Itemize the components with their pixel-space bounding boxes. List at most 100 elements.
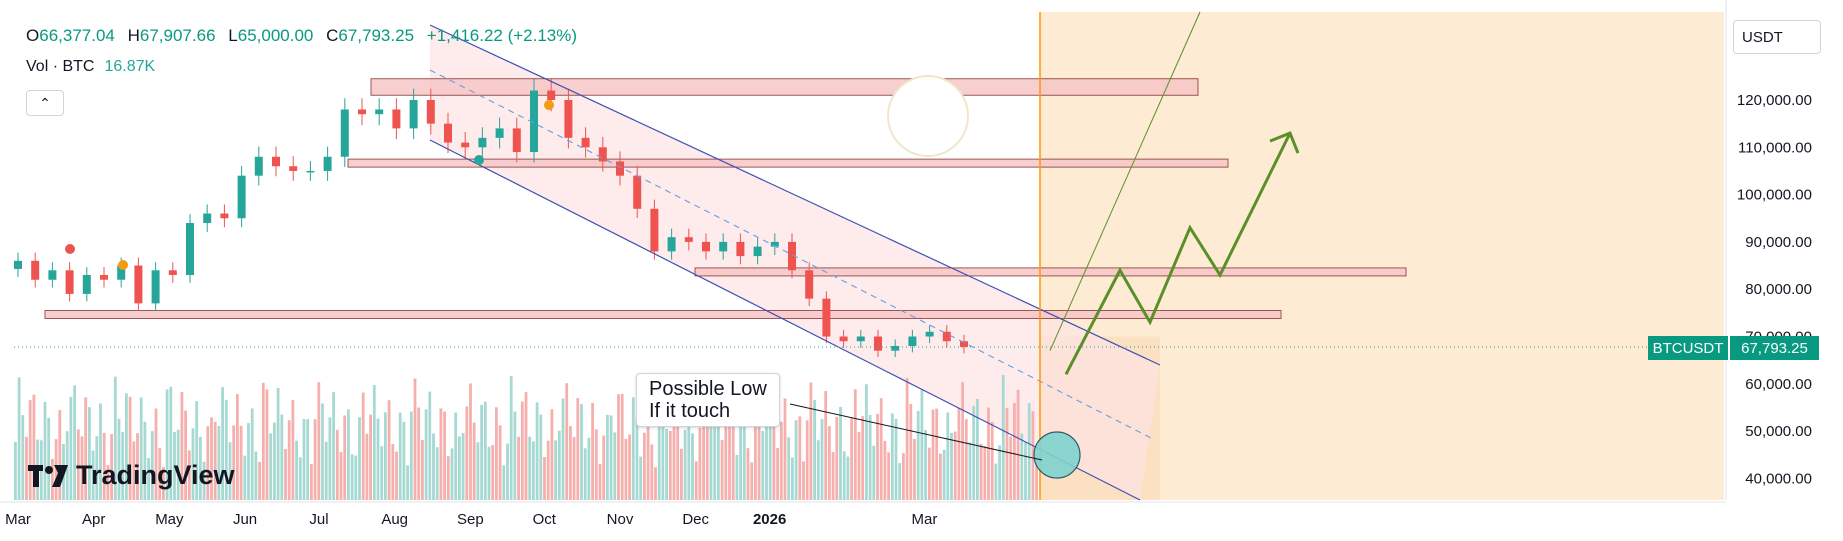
collapse-legend-button[interactable]: ⌃ — [26, 90, 64, 116]
candle[interactable] — [426, 100, 435, 124]
candle[interactable] — [358, 109, 366, 115]
candle[interactable] — [753, 246, 762, 257]
candle[interactable] — [203, 213, 212, 223]
candle[interactable] — [891, 345, 900, 351]
projection-trendline[interactable] — [1049, 11, 1201, 351]
projection-path[interactable] — [1064, 132, 1292, 376]
candle[interactable] — [908, 336, 917, 346]
volume-bar — [195, 401, 199, 500]
candle[interactable] — [942, 331, 951, 342]
candle[interactable] — [272, 156, 280, 167]
candle[interactable] — [220, 213, 229, 219]
candle[interactable] — [444, 123, 452, 143]
candle[interactable] — [48, 270, 57, 280]
volume-bar — [617, 394, 620, 500]
tradingview-logo[interactable]: TradingView — [28, 460, 235, 491]
volume-bar — [380, 446, 384, 500]
candle[interactable] — [186, 222, 194, 276]
candle[interactable] — [134, 265, 143, 304]
candle[interactable] — [31, 260, 40, 280]
resistance-zone-2[interactable] — [347, 158, 1229, 168]
volume-bar — [761, 431, 765, 500]
volume-bar — [805, 420, 809, 500]
volume-bar — [890, 413, 894, 500]
channel-upper-line[interactable] — [429, 24, 1161, 366]
candle[interactable] — [82, 275, 91, 294]
volume-bar — [417, 407, 421, 500]
candle[interactable] — [409, 100, 418, 129]
candle[interactable] — [237, 175, 246, 219]
candle[interactable] — [65, 270, 74, 294]
candle[interactable] — [254, 156, 263, 176]
candle[interactable] — [547, 90, 556, 100]
candle[interactable] — [925, 331, 934, 337]
volume-bar — [680, 448, 683, 500]
candle[interactable] — [117, 265, 126, 280]
candle[interactable] — [856, 336, 865, 342]
candle[interactable] — [581, 137, 590, 148]
volume-bar — [635, 418, 639, 500]
candle[interactable] — [616, 161, 624, 176]
candle[interactable] — [289, 166, 298, 171]
price-tick-label: 50,000.00 — [1745, 423, 1812, 440]
resistance-zone-3[interactable] — [694, 267, 1407, 277]
candle[interactable] — [461, 142, 470, 148]
volume-bar — [313, 419, 317, 500]
candle[interactable] — [650, 208, 659, 252]
candle[interactable] — [375, 109, 384, 115]
candle[interactable] — [736, 241, 745, 257]
volume-bar — [691, 433, 694, 500]
volume-bar — [287, 420, 291, 500]
candle[interactable] — [805, 270, 814, 299]
channel-lower-line[interactable] — [429, 139, 1141, 501]
resistance-zone-4[interactable] — [44, 309, 1282, 319]
channel-mid-line[interactable] — [429, 69, 1156, 441]
candle[interactable] — [151, 270, 160, 304]
volume-bar — [839, 406, 842, 500]
currency-selector[interactable]: USDT — [1733, 20, 1821, 54]
candle[interactable] — [960, 341, 968, 347]
volume-bar — [76, 429, 80, 500]
volume-bar — [450, 448, 454, 500]
candle[interactable] — [530, 90, 538, 153]
candle[interactable] — [702, 241, 710, 252]
candle[interactable] — [874, 336, 882, 351]
candle[interactable] — [306, 170, 315, 173]
annotation-callout[interactable]: Possible Low If it touch — [636, 373, 780, 427]
candle[interactable] — [633, 175, 642, 209]
candle[interactable] — [839, 336, 848, 342]
candle[interactable] — [770, 241, 779, 247]
volume-bar — [872, 445, 876, 500]
volume-bar — [461, 432, 465, 500]
resistance-zone-1[interactable] — [370, 78, 1199, 96]
volume-bar — [676, 407, 680, 500]
candle[interactable] — [788, 241, 796, 271]
candle[interactable] — [667, 237, 676, 252]
candle[interactable] — [100, 275, 108, 280]
volume-bar — [324, 441, 328, 500]
candle[interactable] — [512, 128, 521, 153]
candle[interactable] — [684, 237, 693, 242]
candle[interactable] — [495, 128, 504, 138]
candle[interactable] — [478, 137, 487, 148]
volume-bar — [735, 454, 739, 500]
volume-bar — [861, 416, 865, 500]
target-circle[interactable] — [1033, 431, 1081, 479]
time-tick-label: Aug — [381, 511, 408, 528]
volume-bar — [657, 390, 661, 500]
volume-bar — [269, 433, 273, 500]
candle[interactable] — [14, 260, 22, 269]
candle[interactable] — [340, 109, 349, 157]
candle[interactable] — [392, 109, 401, 129]
candle[interactable] — [598, 147, 607, 162]
candle[interactable] — [323, 156, 332, 171]
candle[interactable] — [822, 298, 831, 337]
candle[interactable] — [564, 100, 573, 138]
candle[interactable] — [168, 270, 177, 276]
candle[interactable] — [719, 241, 728, 252]
volume-bar — [350, 454, 354, 500]
symbol-tag-label: BTCUSDT — [1652, 339, 1724, 357]
volume-bar — [413, 378, 417, 500]
volume-bar — [643, 432, 646, 500]
